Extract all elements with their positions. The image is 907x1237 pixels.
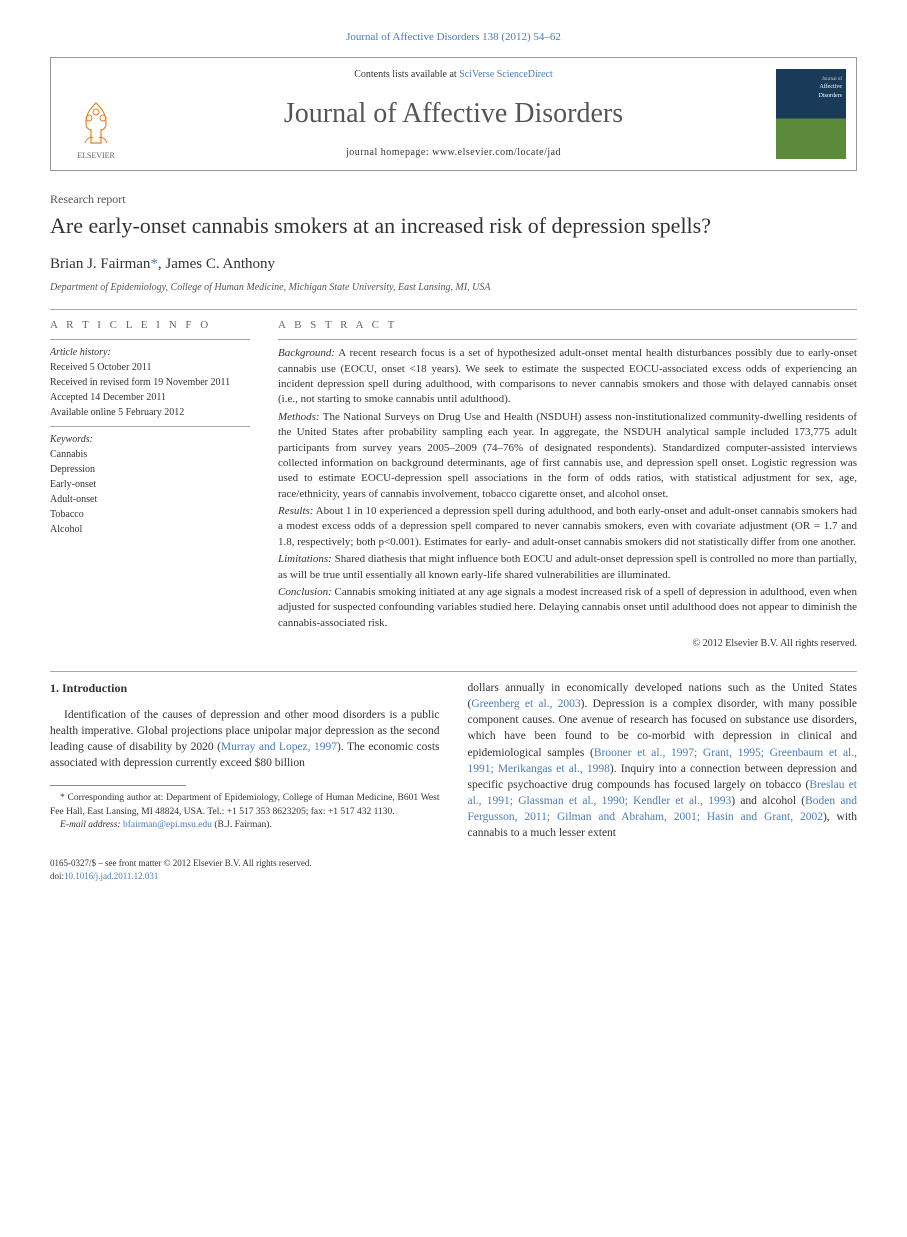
abstract-copyright: © 2012 Elsevier B.V. All rights reserved… xyxy=(278,637,857,651)
abstract-background-label: Background: xyxy=(278,347,335,359)
corresponding-footnote: * Corresponding author at: Department of… xyxy=(50,792,440,819)
history-line: Accepted 14 December 2011 xyxy=(50,391,250,405)
cover-thumb-title: Journal of Affective Disorders xyxy=(819,75,842,100)
abstract-conclusion: Conclusion: Cannabis smoking initiated a… xyxy=(278,585,857,631)
journal-homepage-line: journal homepage: www.elsevier.com/locat… xyxy=(149,146,758,160)
section-heading-intro: 1. Introduction xyxy=(50,680,440,697)
body-two-column: 1. Introduction Identification of the ca… xyxy=(50,680,857,843)
divider-top xyxy=(50,309,857,310)
body-column-right: dollars annually in economically develop… xyxy=(468,680,858,843)
publisher-name: ELSEVIER xyxy=(77,150,115,161)
keyword: Early-onset xyxy=(50,478,250,492)
abstract-conclusion-label: Conclusion: xyxy=(278,586,332,598)
keyword: Cannabis xyxy=(50,448,250,462)
homepage-url: www.elsevier.com/locate/jad xyxy=(432,147,561,158)
email-link[interactable]: bfairman@epi.msu.edu xyxy=(123,820,212,830)
article-type: Research report xyxy=(50,191,857,208)
sciencedirect-link[interactable]: SciVerse ScienceDirect xyxy=(459,69,553,80)
page-container: Journal of Affective Disorders 138 (2012… xyxy=(0,0,907,912)
info-abstract-row: A R T I C L E I N F O Article history: R… xyxy=(50,318,857,651)
abstract-results: Results: About 1 in 10 experienced a dep… xyxy=(278,504,857,550)
ref-link-murray[interactable]: Murray and Lopez, 1997 xyxy=(221,741,337,753)
abstract-limitations-label: Limitations: xyxy=(278,553,332,565)
issn-line: 0165-0327/$ – see front matter © 2012 El… xyxy=(50,857,857,870)
abstract-methods: Methods: The National Surveys on Drug Us… xyxy=(278,410,857,502)
history-line: Received 5 October 2011 xyxy=(50,361,250,375)
running-header: Journal of Affective Disorders 138 (2012… xyxy=(50,30,857,45)
abstract-methods-label: Methods: xyxy=(278,411,320,423)
ref-link-greenberg[interactable]: Greenberg et al., 2003 xyxy=(471,698,580,710)
history-line: Received in revised form 19 November 201… xyxy=(50,376,250,390)
intro-paragraph-left: Identification of the causes of depressi… xyxy=(50,707,440,771)
history-line: Available online 5 February 2012 xyxy=(50,406,250,420)
abstract-heading: A B S T R A C T xyxy=(278,318,857,333)
abstract-results-label: Results: xyxy=(278,505,313,517)
journal-masthead: ELSEVIER Contents lists available at Sci… xyxy=(50,57,857,170)
abstract-column: A B S T R A C T Background: A recent res… xyxy=(278,318,857,651)
footnote-divider xyxy=(50,785,186,786)
doi-line: doi:10.1016/j.jad.2011.12.031 xyxy=(50,870,857,883)
keyword: Alcohol xyxy=(50,523,250,537)
contents-prefix: Contents lists available at xyxy=(354,69,459,80)
affiliation: Department of Epidemiology, College of H… xyxy=(50,281,857,295)
abstract-background: Background: A recent research focus is a… xyxy=(278,346,857,408)
keyword: Adult-onset xyxy=(50,493,250,507)
keywords-label: Keywords: xyxy=(50,433,250,447)
history-label: Article history: xyxy=(50,346,250,360)
journal-cover-thumbnail[interactable]: Journal of Affective Disorders xyxy=(776,69,846,159)
citation-link[interactable]: Journal of Affective Disorders 138 (2012… xyxy=(346,31,561,43)
keyword: Depression xyxy=(50,463,250,477)
masthead-center: Contents lists available at SciVerse Sci… xyxy=(141,58,766,169)
contents-available-line: Contents lists available at SciVerse Sci… xyxy=(149,68,758,82)
journal-name: Journal of Affective Disorders xyxy=(149,94,758,133)
body-column-left: 1. Introduction Identification of the ca… xyxy=(50,680,440,843)
cover-thumbnail-cell: Journal of Affective Disorders xyxy=(766,58,856,169)
author-1: Brian J. Fairman xyxy=(50,256,150,272)
article-title: Are early-onset cannabis smokers at an i… xyxy=(50,213,857,239)
article-info-heading: A R T I C L E I N F O xyxy=(50,318,250,333)
article-info-column: A R T I C L E I N F O Article history: R… xyxy=(50,318,250,651)
author-2: , James C. Anthony xyxy=(158,256,275,272)
intro-paragraph-right: dollars annually in economically develop… xyxy=(468,680,858,841)
keyword: Tobacco xyxy=(50,508,250,522)
elsevier-tree-icon xyxy=(71,98,121,148)
authors-line: Brian J. Fairman*, James C. Anthony xyxy=(50,254,857,275)
publisher-logo-cell: ELSEVIER xyxy=(51,58,141,169)
footer-meta: 0165-0327/$ – see front matter © 2012 El… xyxy=(50,857,857,882)
email-label: E-mail address: xyxy=(60,820,123,830)
homepage-prefix: journal homepage: xyxy=(346,147,432,158)
elsevier-logo: ELSEVIER xyxy=(66,92,126,162)
doi-link[interactable]: 10.1016/j.jad.2011.12.031 xyxy=(64,871,158,881)
abstract-limitations: Limitations: Shared diathesis that might… xyxy=(278,552,857,583)
divider-bottom xyxy=(50,671,857,672)
corresponding-author-marker-link[interactable]: * xyxy=(150,256,158,272)
email-footnote: E-mail address: bfairman@epi.msu.edu (B.… xyxy=(50,819,440,832)
